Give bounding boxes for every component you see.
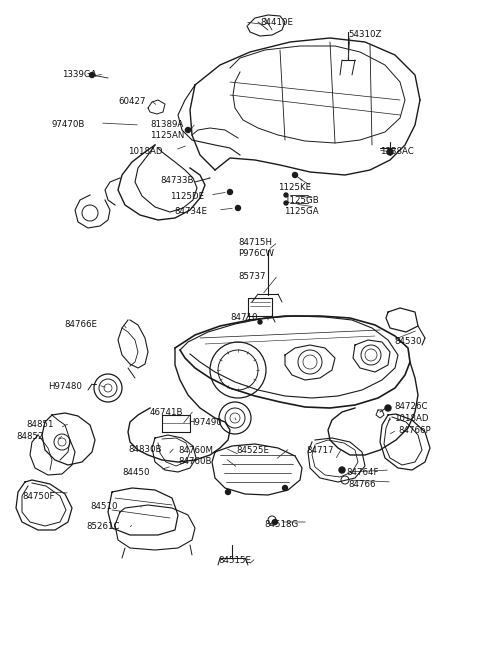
Text: 84851: 84851	[26, 420, 53, 429]
Circle shape	[292, 173, 298, 178]
Text: 84515E: 84515E	[218, 556, 251, 565]
Text: 84734E: 84734E	[174, 207, 207, 216]
Text: 1125GA: 1125GA	[284, 207, 319, 216]
Text: 84510: 84510	[90, 502, 118, 511]
Text: 84750F: 84750F	[22, 492, 55, 501]
Text: 1125DE: 1125DE	[170, 192, 204, 201]
Circle shape	[228, 190, 232, 194]
Circle shape	[89, 73, 95, 77]
Text: 1125GB: 1125GB	[284, 196, 319, 205]
Circle shape	[284, 193, 288, 197]
Circle shape	[339, 467, 345, 473]
Text: 84766P: 84766P	[398, 426, 431, 435]
Text: 1018AD: 1018AD	[128, 147, 163, 156]
Text: P976CW: P976CW	[238, 249, 274, 258]
Text: 84410E: 84410E	[260, 18, 293, 27]
Circle shape	[185, 127, 191, 133]
Circle shape	[226, 489, 230, 495]
Text: H97480: H97480	[48, 382, 82, 391]
Text: 84760B: 84760B	[178, 457, 212, 466]
Text: H97490: H97490	[188, 418, 222, 427]
Text: 84450: 84450	[122, 468, 149, 477]
Text: 46741B: 46741B	[150, 408, 183, 417]
Circle shape	[283, 485, 288, 491]
Circle shape	[385, 405, 391, 411]
Text: 84766: 84766	[348, 480, 375, 489]
Text: 84530: 84530	[394, 337, 421, 346]
Text: 81389A: 81389A	[150, 120, 183, 129]
Text: 84726C: 84726C	[394, 402, 428, 411]
Circle shape	[258, 320, 262, 324]
Text: 60427: 60427	[118, 97, 145, 106]
Text: 84766E: 84766E	[64, 320, 97, 329]
Text: 1338AC: 1338AC	[380, 147, 414, 156]
Text: 1125AN: 1125AN	[150, 131, 184, 140]
Text: 54310Z: 54310Z	[348, 30, 382, 39]
Text: 85261C: 85261C	[86, 522, 120, 531]
Text: 84764F: 84764F	[346, 468, 379, 477]
Text: 84717: 84717	[306, 446, 334, 455]
Text: 84760M: 84760M	[178, 446, 213, 455]
Circle shape	[236, 205, 240, 211]
Text: 84830B: 84830B	[128, 445, 161, 454]
Circle shape	[387, 149, 393, 155]
Circle shape	[284, 201, 288, 205]
Text: 84710: 84710	[230, 313, 257, 322]
Text: 84715H: 84715H	[238, 238, 272, 247]
Text: 84518G: 84518G	[264, 520, 298, 529]
Circle shape	[273, 520, 277, 525]
Text: 84852: 84852	[16, 432, 44, 441]
Text: 1339GA: 1339GA	[62, 70, 96, 79]
Text: 84525E: 84525E	[236, 446, 269, 455]
Text: 97470B: 97470B	[52, 120, 85, 129]
Text: 85737: 85737	[238, 272, 265, 281]
Text: 84733B: 84733B	[160, 176, 193, 185]
Text: 1018AD: 1018AD	[394, 414, 429, 423]
Text: 1125KE: 1125KE	[278, 183, 311, 192]
